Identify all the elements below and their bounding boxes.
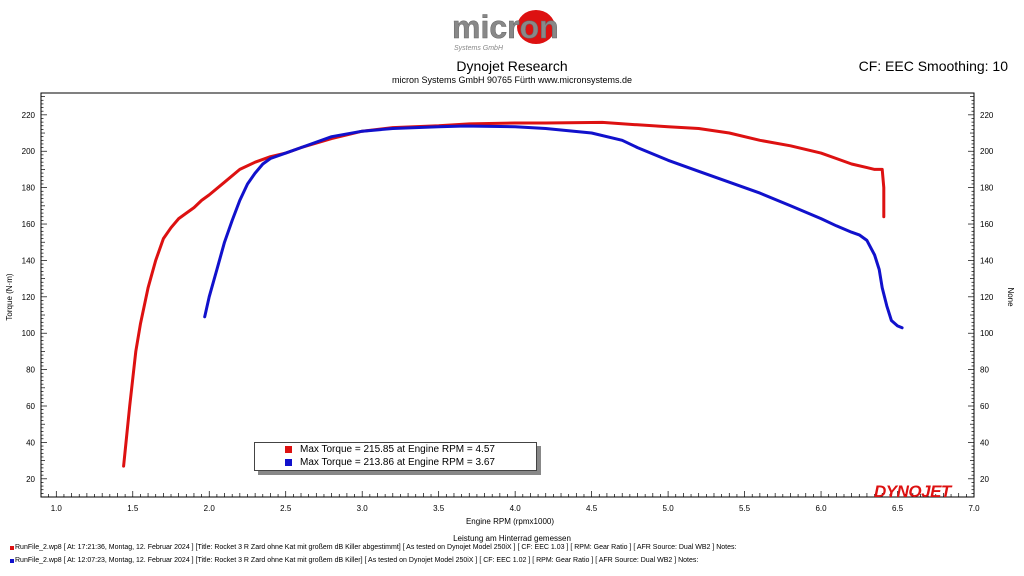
series-line-run1 — [122, 120, 886, 468]
y-tick-label: 160 — [22, 220, 36, 229]
footnote-run1: RunFile_2.wp8 [ At: 17:21:36, Montag, 12… — [10, 541, 736, 554]
chart-subtitle: micron Systems GmbH 90765 Fürth www.micr… — [391, 75, 633, 85]
y-tick-label-right: 100 — [980, 329, 994, 338]
x-tick-label: 3.0 — [357, 504, 369, 513]
micron-logo: micron Systems GmbH — [452, 9, 559, 52]
y-tick-label-right: 140 — [980, 256, 994, 265]
y-tick-label: 140 — [22, 256, 36, 265]
legend: Max Torque = 215.85 at Engine RPM = 4.57… — [254, 442, 537, 471]
x-tick-label: 5.5 — [739, 504, 751, 513]
y-axis-label: Torque (N·m) — [5, 273, 14, 320]
series-line-run2 — [203, 124, 904, 330]
y-tick-label: 60 — [26, 402, 35, 411]
footnote-swatch-run2 — [10, 558, 14, 563]
y-tick-label: 20 — [26, 475, 35, 484]
y-tick-label-right: 20 — [980, 475, 989, 484]
footnote-text-run1: RunFile_2.wp8 [ At: 17:21:36, Montag, 12… — [15, 544, 737, 551]
y-axis-label-right: None — [1006, 287, 1015, 307]
y-tick-label: 220 — [22, 111, 36, 120]
footnote-text-run2: RunFile_2.wp8 [ At: 12:07:23, Montag, 12… — [15, 557, 699, 564]
x-tick-label: 5.0 — [663, 504, 675, 513]
y-tick-label: 100 — [22, 329, 36, 338]
y-tick-label-right: 160 — [980, 220, 994, 229]
logo-subtitle: Systems GmbH — [454, 45, 504, 52]
plot-axes: 1.0 1.5 2.0 2.5 3.0 3.5 4.0 4.5 5.0 5.5 6.0 6.5 7.0 2… — [22, 92, 994, 513]
y-tick-label-right: 200 — [980, 147, 994, 156]
x-tick-label: 7.0 — [968, 504, 980, 513]
footnote-run2: RunFile_2.wp8 [ At: 12:07:23, Montag, 12… — [10, 554, 736, 567]
y-tick-label: 180 — [22, 184, 36, 193]
legend-swatch-run1 — [285, 446, 292, 453]
x-tick-label: 2.0 — [204, 504, 216, 513]
plot-series — [122, 120, 904, 468]
y-tick-label-right: 120 — [980, 293, 994, 302]
dynojet-logo-text: DYNOJET — [874, 482, 951, 501]
x-tick-label: 1.0 — [51, 504, 63, 513]
y-tick-label: 200 — [22, 147, 36, 156]
x-tick-label: 2.5 — [280, 504, 292, 513]
y-tick-label-right: 40 — [980, 438, 989, 447]
plot-frame — [40, 92, 975, 498]
x-tick-label: 6.5 — [892, 504, 904, 513]
chart-title: Dynojet Research — [456, 58, 568, 74]
y-tick-label: 120 — [22, 293, 36, 302]
chart-annotation: Leistung am Hinterrad gemessen — [453, 534, 571, 543]
y-tick-label: 80 — [26, 366, 35, 375]
x-tick-label: 4.5 — [586, 504, 598, 513]
legend-item-run1: Max Torque = 215.85 at Engine RPM = 4.57 — [255, 443, 536, 456]
footnote-swatch-run1 — [10, 545, 14, 550]
run-footnotes: RunFile_2.wp8 [ At: 17:21:36, Montag, 12… — [10, 541, 736, 567]
x-tick-label: 3.5 — [433, 504, 445, 513]
legend-label-run2: Max Torque = 213.86 at Engine RPM = 3.67 — [300, 457, 495, 468]
x-axis-label: Engine RPM (rpmx1000) — [466, 517, 554, 526]
y-tick-label-right: 180 — [980, 184, 994, 193]
legend-swatch-run2 — [285, 459, 292, 466]
legend-item-run2: Max Torque = 213.86 at Engine RPM = 3.67 — [255, 456, 536, 469]
y-tick-label-right: 220 — [980, 111, 994, 120]
x-tick-label: 6.0 — [815, 504, 827, 513]
dynojet-logo: DYNOJET — [874, 482, 951, 502]
y-tick-label: 40 — [26, 438, 35, 447]
y-tick-label-right: 60 — [980, 402, 989, 411]
x-tick-label: 4.0 — [510, 504, 522, 513]
x-tick-label: 1.5 — [127, 504, 139, 513]
logo-wordmark: micron — [452, 9, 559, 45]
y-tick-label-right: 80 — [980, 366, 989, 375]
legend-label-run1: Max Torque = 215.85 at Engine RPM = 4.57 — [300, 444, 495, 455]
cf-smoothing-label: CF: EEC Smoothing: 10 — [858, 58, 1008, 74]
